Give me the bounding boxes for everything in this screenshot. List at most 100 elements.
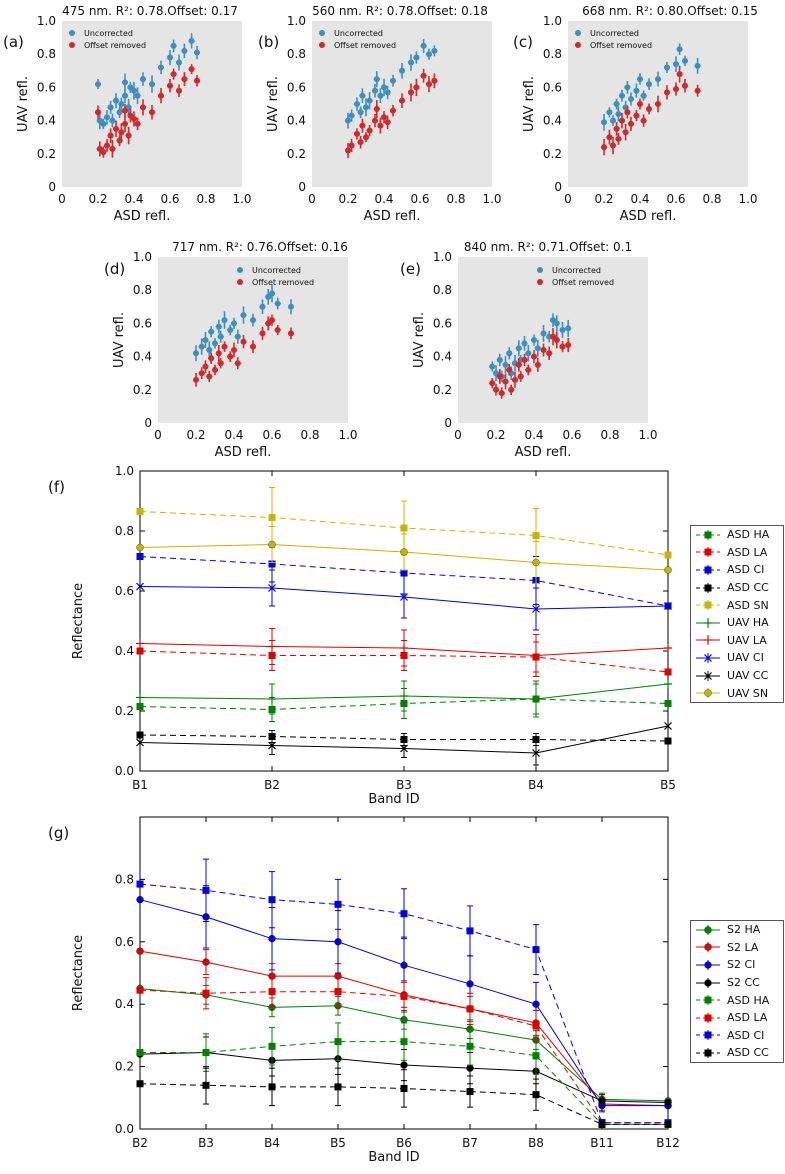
point-uncorrected-b xyxy=(390,77,396,84)
point-uncorrected-c xyxy=(694,62,701,69)
point-uncorrected-a xyxy=(107,104,114,111)
point-asd-sn-f xyxy=(136,508,144,515)
y-tick-label-a: 0.2 xyxy=(37,147,56,161)
point-uncorrected-a xyxy=(131,87,137,94)
point-uncorrected-e xyxy=(565,325,572,332)
point-uncorrected-e xyxy=(525,350,532,357)
point-asd-sn-f xyxy=(268,514,276,521)
point-offset-removed-c xyxy=(615,135,622,142)
x-tick-label-g: B4 xyxy=(264,1136,280,1150)
x-tick-label-d: 0.4 xyxy=(224,428,243,442)
point-uncorrected-b xyxy=(426,51,432,58)
point-uncorrected-a xyxy=(95,81,101,88)
legend-marker-uav-la-f xyxy=(696,635,720,646)
point-asd-cc-f xyxy=(532,736,540,743)
point-offset-removed-e xyxy=(521,356,528,363)
point-uncorrected-d xyxy=(217,333,224,340)
legend-marker-s2-cc-g xyxy=(696,977,720,988)
legend-marker-shape-asd-la xyxy=(704,548,712,556)
point-offset-removed-b xyxy=(426,81,432,88)
legend-marker-shape-asd-ci xyxy=(704,566,712,574)
point-uncorrected-a xyxy=(100,120,107,127)
point-asd-ci-g xyxy=(202,886,210,894)
point-uncorrected-e xyxy=(540,330,547,337)
y-tick-label-g: 0.0 xyxy=(115,1122,134,1136)
x-axis-label-d: ASD refl. xyxy=(215,445,272,460)
point-offset-removed-c xyxy=(601,144,607,151)
legend-marker-offset-removed-e xyxy=(537,279,543,285)
point-asd-cc-g xyxy=(664,1120,672,1128)
legend-marker-shape-uav-sn xyxy=(704,689,712,697)
point-offset-removed-c xyxy=(673,86,679,93)
point-uncorrected-c xyxy=(615,110,622,117)
legend-marker-asd-cc-f xyxy=(696,582,720,593)
legend-label-asd-sn-f: ASD SN xyxy=(727,598,769,612)
point-offset-removed-a xyxy=(118,129,125,136)
point-offset-removed-c xyxy=(646,105,652,112)
y-tick-label-a: 0 xyxy=(48,180,56,194)
point-offset-removed-c xyxy=(622,129,629,136)
point-offset-removed-e xyxy=(489,380,496,387)
point-offset-removed-b xyxy=(354,130,360,137)
point-offset-removed-d xyxy=(206,373,213,380)
y-tick-label-e: 0.6 xyxy=(433,316,452,330)
point-uav-cc-f xyxy=(268,741,276,750)
point-offset-removed-e xyxy=(506,366,513,373)
point-uav-ci-f xyxy=(664,602,672,610)
point-asd-sn-f xyxy=(664,551,672,559)
legend-label-s2-ci-g: S2 CI xyxy=(727,958,756,972)
point-asd-sn-f xyxy=(532,532,540,539)
legend-label-asd-ci-g: ASD CI xyxy=(727,1028,765,1042)
x-tick-label-c: 0.2 xyxy=(594,192,613,206)
y-tick-label-d: 0.8 xyxy=(133,283,152,297)
legend-marker-shape-asd-ci xyxy=(704,1031,712,1039)
point-asd-ci-g xyxy=(268,896,276,904)
point-s2-cc-g xyxy=(400,1061,408,1069)
y-tick-label-c: 0.2 xyxy=(543,147,562,161)
point-asd-cc-g xyxy=(136,1080,144,1088)
legend-item-asd-cc-g: ASD CC xyxy=(691,1044,783,1062)
point-uncorrected-c xyxy=(655,76,661,83)
point-uncorrected-e xyxy=(559,327,566,334)
panel-label-b: (b) xyxy=(258,33,279,51)
point-asd-la-g xyxy=(466,1005,474,1013)
point-s2-ci-g xyxy=(136,895,144,904)
legend-panel-g: S2 HA S2 LA S2 CI S2 CC ASD HA ASD LA ASD CI AS… xyxy=(690,920,784,1063)
point-uncorrected-d xyxy=(215,323,222,330)
y-tick-label-e: 0.2 xyxy=(433,383,452,397)
legend-marker-s2-la-g xyxy=(696,942,720,953)
x-tick-label-f: B3 xyxy=(396,778,412,792)
y-tick-label-b: 0 xyxy=(298,180,306,194)
point-uncorrected-b xyxy=(431,47,438,54)
point-uncorrected-b xyxy=(381,84,387,91)
point-s2-cc-g xyxy=(466,1064,474,1072)
point-offset-removed-a xyxy=(167,82,173,89)
point-s2-ci-g xyxy=(400,961,408,969)
point-uav-sn-f xyxy=(136,543,144,552)
point-asd-ci-g xyxy=(466,927,474,935)
point-asd-cc-g xyxy=(202,1081,210,1089)
point-uncorrected-a xyxy=(158,64,164,71)
point-uncorrected-a xyxy=(167,54,173,61)
point-uncorrected-b xyxy=(384,89,391,96)
point-asd-ci-f xyxy=(268,560,276,568)
point-uncorrected-d xyxy=(221,317,228,324)
point-asd-ci-g xyxy=(136,880,144,888)
y-tick-label-a: 0.4 xyxy=(37,114,56,128)
point-uncorrected-a xyxy=(194,49,200,56)
point-asd-ci-f xyxy=(400,569,408,577)
y-tick-label-e: 0 xyxy=(444,416,452,430)
legend-item-asd-ha-g: ASD HA xyxy=(691,991,783,1009)
point-offset-removed-b xyxy=(381,114,387,121)
legend-label-asd-cc-f: ASD CC xyxy=(727,581,769,595)
y-tick-label-d: 0 xyxy=(144,416,152,430)
point-offset-removed-b xyxy=(363,134,369,141)
point-uav-sn-f xyxy=(268,540,276,549)
y-tick-label-e: 0.4 xyxy=(433,350,452,364)
point-uncorrected-a xyxy=(170,42,177,49)
point-uncorrected-e xyxy=(531,337,537,343)
point-uncorrected-b xyxy=(372,87,378,94)
point-uncorrected-a xyxy=(140,76,146,83)
legend-label-asd-ci-f: ASD CI xyxy=(727,563,765,577)
